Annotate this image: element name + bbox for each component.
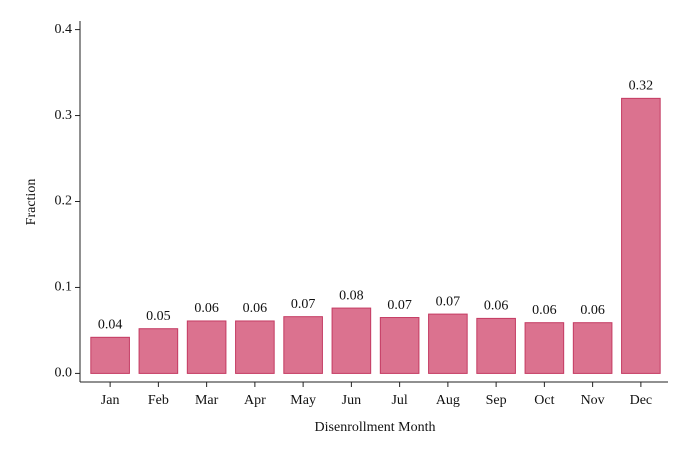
x-tick-label: Feb <box>148 393 169 408</box>
y-tick-label: 0.4 <box>55 22 73 37</box>
bar <box>138 328 179 374</box>
bar <box>428 313 468 374</box>
bar <box>572 322 613 374</box>
bar <box>186 320 227 374</box>
bar <box>621 97 661 374</box>
value-label: 0.07 <box>436 294 461 309</box>
value-label: 0.06 <box>194 301 219 316</box>
x-tick-label: Sep <box>486 393 507 408</box>
value-label: 0.06 <box>580 303 605 318</box>
value-label: 0.07 <box>387 298 412 313</box>
x-tick-label: Nov <box>581 393 605 408</box>
y-tick-label: 0.0 <box>55 366 73 381</box>
x-axis-label: Disenrollment Month <box>315 420 436 435</box>
x-tick-label: Mar <box>195 393 219 408</box>
value-label: 0.32 <box>629 79 654 94</box>
value-label: 0.06 <box>532 303 557 318</box>
y-tick-label: 0.1 <box>55 280 73 295</box>
bar <box>235 320 275 374</box>
bar <box>379 317 420 374</box>
y-axis-label: Fraction <box>24 179 39 226</box>
bar <box>331 307 372 374</box>
value-label: 0.06 <box>484 299 509 314</box>
x-tick-label: Jan <box>101 393 120 408</box>
value-label: 0.06 <box>243 301 268 316</box>
y-tick-label: 0.3 <box>55 108 73 123</box>
x-tick-label: Apr <box>244 393 266 408</box>
y-tick-label: 0.2 <box>55 194 73 209</box>
x-tick-label: May <box>290 393 316 408</box>
value-label: 0.05 <box>146 309 171 324</box>
value-label: 0.07 <box>291 297 316 312</box>
x-tick-label: Jun <box>342 393 361 408</box>
bar <box>283 316 323 374</box>
value-label: 0.04 <box>98 318 123 333</box>
x-tick-label: Aug <box>436 393 460 408</box>
value-label: 0.08 <box>339 288 364 303</box>
x-tick-label: Jul <box>391 393 407 408</box>
x-tick-label: Oct <box>534 393 554 408</box>
x-tick-label: Dec <box>630 393 653 408</box>
bar <box>524 322 565 374</box>
bar <box>90 336 130 374</box>
bar <box>476 317 516 374</box>
